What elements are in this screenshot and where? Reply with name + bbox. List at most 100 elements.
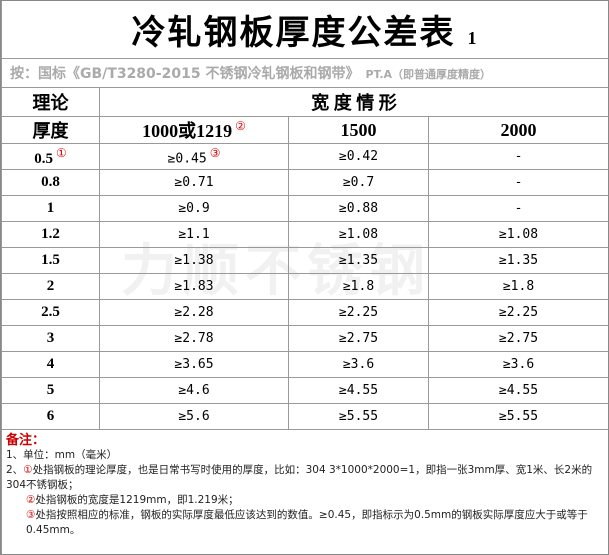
cell-text: ≥5.55	[338, 409, 379, 424]
thickness-cell: 1.2	[1, 221, 100, 248]
table-row: 0.8 ≥0.71 ≥0.7 -	[1, 169, 608, 196]
subtitle-note: PT.A（即普通厚度精度）	[365, 68, 492, 81]
cell-text: ≥2.25	[338, 305, 379, 320]
cell-text: ≥1.08	[498, 227, 539, 242]
note-marker: ②	[26, 494, 36, 506]
cell-text: ≥3.6	[342, 357, 375, 372]
tolerance-cell: ≥1.38	[99, 247, 289, 274]
tolerance-cell: ≥5.6	[99, 403, 289, 430]
table-row: 1.2 ≥1.1 ≥1.08 ≥1.08	[1, 221, 608, 248]
header-text: 1500	[340, 119, 377, 140]
cell-text: ≥1.35	[338, 253, 379, 268]
marker: ①	[55, 145, 67, 160]
note-item: ③处指按照相应的标准，钢板的实际厚度最低应该达到的数值。≥0.45，即指标示为0…	[6, 508, 604, 538]
tolerance-cell: ≥0.88	[288, 195, 429, 222]
tolerance-cell: ≥2.25	[428, 299, 608, 326]
cell-text: ≥1.08	[338, 227, 379, 242]
note-item: 2、①处指钢板的理论厚度，也是日常书写时使用的厚度，比如：304 3*1000*…	[6, 463, 604, 493]
cell-text: ≥4.6	[178, 383, 210, 398]
tolerance-cell: -	[428, 143, 608, 170]
title: 冷轧钢板厚度公差表	[131, 15, 456, 52]
title-cell: 冷轧钢板厚度公差表 1	[1, 1, 608, 59]
thickness-header: 厚度	[1, 116, 100, 144]
thickness-cell: 5	[1, 377, 100, 404]
tolerance-cell: ≥1.1	[99, 221, 289, 248]
cell-text: ≥1.8	[502, 279, 535, 294]
tolerance-cell: ≥1.08	[288, 221, 429, 248]
cell-text: 2.5	[41, 304, 60, 320]
table-row: 5 ≥4.6 ≥4.55 ≥4.55	[1, 377, 608, 404]
cell-text: ≥1.38	[174, 253, 214, 268]
note-prefix: 1、单位：mm（毫米）	[6, 449, 118, 461]
tolerance-cell: ≥3.6	[428, 351, 608, 378]
thickness-cell: 0.5 ①	[1, 143, 100, 170]
cell-text: ≥3.65	[174, 357, 214, 372]
cell-text: ≥0.9	[178, 201, 210, 216]
width-header: 宽 度 情 形	[99, 87, 608, 117]
note-item: ②处指钢板的宽度是1219mm，即1.219米；	[6, 493, 604, 508]
notes-title: 备注：	[6, 433, 46, 448]
cell-text: 0.5	[34, 150, 53, 167]
tolerance-cell: ≥5.55	[288, 403, 429, 430]
column-header: 1500	[288, 116, 429, 144]
column-header: 2000	[428, 116, 608, 144]
table-row: 3 ≥2.78 ≥2.75 ≥2.75	[1, 325, 608, 352]
tolerance-cell: ≥4.55	[428, 377, 608, 404]
header-text: 宽 度 情 形	[311, 93, 397, 113]
title-suffix: 1	[467, 28, 479, 48]
header-text: 1000或1219	[142, 121, 233, 141]
note-prefix: 2、	[6, 464, 24, 476]
thickness-cell: 2.5	[1, 299, 100, 326]
marker: ③	[209, 146, 221, 161]
tolerance-cell: ≥4.6	[99, 377, 289, 404]
cell-text: ≥4.55	[498, 383, 539, 398]
tolerance-cell: ≥3.6	[288, 351, 429, 378]
thickness-cell: 1	[1, 195, 100, 222]
cell-text: ≥2.25	[498, 305, 539, 320]
cell-text: ≥1.1	[178, 227, 210, 242]
tolerance-cell: ≥1.35	[428, 247, 608, 274]
thickness-cell: 3	[1, 325, 100, 352]
tolerance-cell: ≥2.25	[288, 299, 429, 326]
tolerance-cell: ≥0.9	[99, 195, 289, 222]
marker: ②	[235, 119, 246, 133]
table-row: 2 ≥1.83 ≥1.8 ≥1.8	[1, 273, 608, 300]
cell-text: ≥3.6	[502, 357, 535, 372]
cell-text: ≥2.75	[338, 331, 379, 346]
tolerance-cell: ≥2.28	[99, 299, 289, 326]
note-text: 处指按照相应的标准，钢板的实际厚度最低应该达到的数值。≥0.45，即指标示为0.…	[26, 509, 588, 536]
tolerance-cell: ≥1.08	[428, 221, 608, 248]
tolerance-cell: ≥1.8	[288, 273, 429, 300]
notes-cell: 备注： 1、单位：mm（毫米） 2、①处指钢板的理论厚度，也是日常书写时使用的厚度，…	[1, 429, 608, 554]
cell-text: ≥4.55	[338, 383, 379, 398]
tolerance-cell: ≥4.55	[288, 377, 429, 404]
note-text: 处指钢板的宽度是1219mm，即1.219米；	[35, 494, 239, 506]
cell-text: 4	[46, 356, 55, 372]
cell-text: ≥0.7	[342, 175, 375, 190]
thickness-cell: 2	[1, 273, 100, 300]
tolerance-cell: ≥2.75	[288, 325, 429, 352]
cell-text: ≥0.42	[338, 149, 379, 164]
tolerance-cell: ≥1.8	[428, 273, 608, 300]
tolerance-cell: ≥0.71	[99, 169, 289, 196]
note-text: 处指钢板的理论厚度，也是日常书写时使用的厚度，比如：304 3*1000*200…	[6, 464, 593, 491]
table-row: 2.5 ≥2.28 ≥2.25 ≥2.25	[1, 299, 608, 326]
thickness-header: 理论	[1, 87, 100, 117]
cell-text: 1.2	[41, 226, 60, 242]
note-marker: ③	[26, 509, 36, 521]
cell-text: ≥1.8	[342, 279, 375, 294]
cell-text: ≥2.28	[174, 305, 214, 320]
thickness-cell: 0.8	[1, 169, 100, 196]
tolerance-cell: ≥0.7	[288, 169, 429, 196]
cell-text: -	[514, 149, 523, 164]
table-row: 1 ≥0.9 ≥0.88 -	[1, 195, 608, 222]
cell-text: ≥5.6	[178, 409, 210, 424]
header-text: 理论	[32, 93, 69, 113]
table-row: 1.5 ≥1.38 ≥1.35 ≥1.35	[1, 247, 608, 274]
cell-text: -	[514, 175, 523, 190]
tolerance-cell: ≥2.78	[99, 325, 289, 352]
cell-text: ≥0.88	[338, 201, 379, 216]
cell-text: 6	[46, 408, 55, 424]
cell-text: ≥5.55	[498, 409, 539, 424]
